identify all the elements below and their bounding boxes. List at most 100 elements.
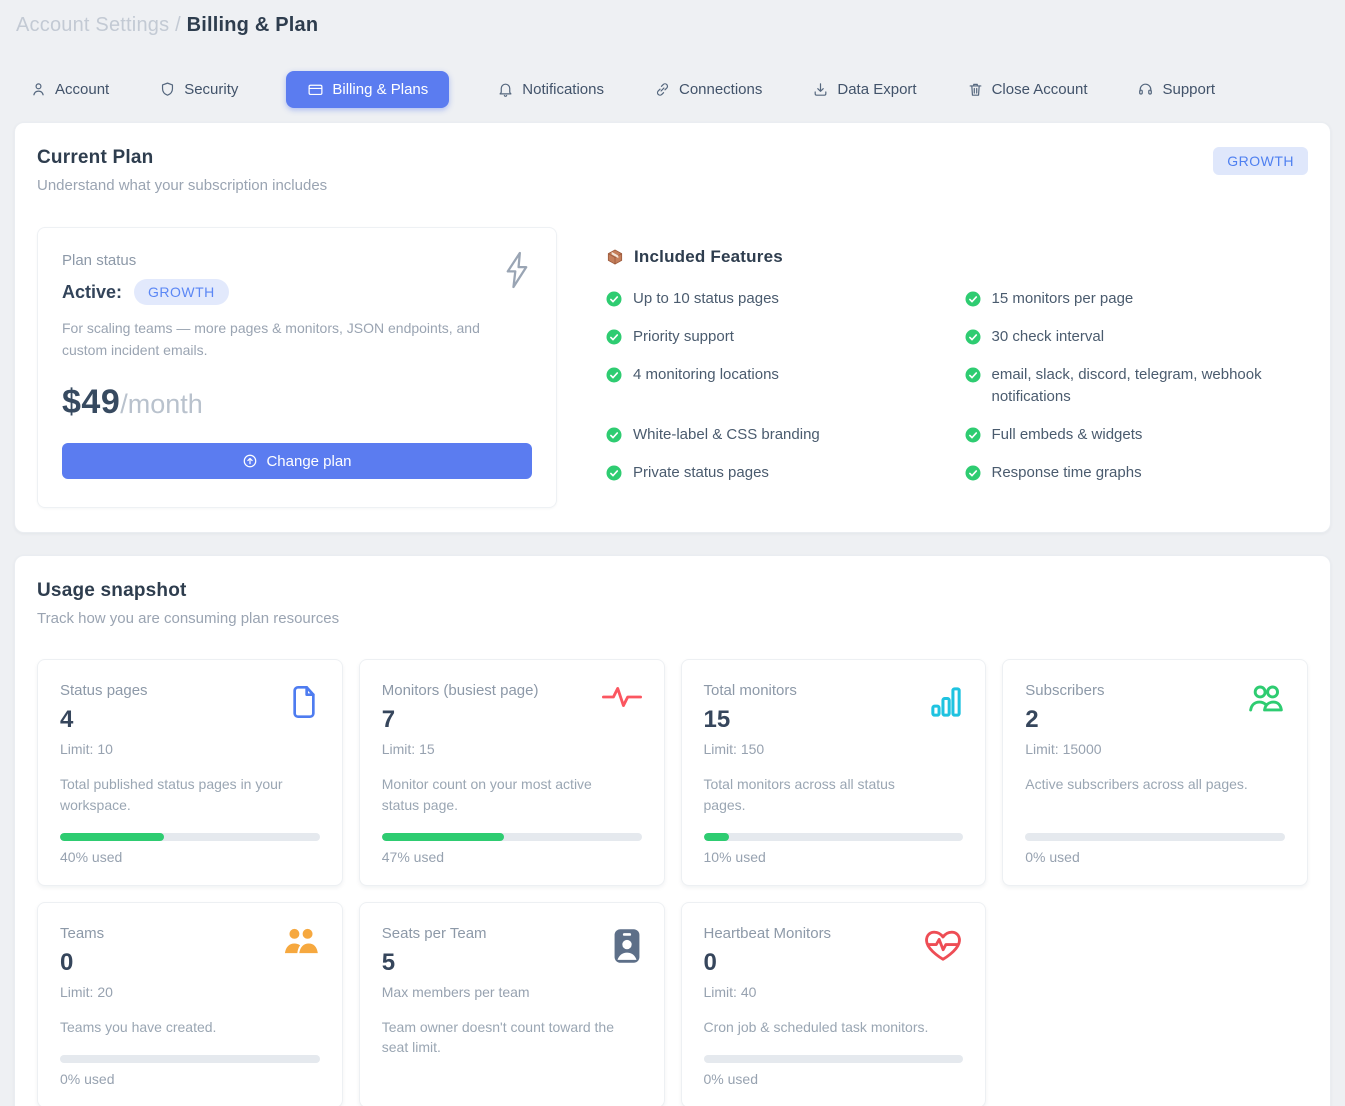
users-icon [1247,684,1285,714]
stat-value: 0 [60,948,74,976]
progress-track [60,832,320,841]
lightning-icon [500,250,534,295]
plan-name-pill: GROWTH [134,279,229,305]
stat-limit: Max members per team [381,983,530,1000]
credit-card-icon [308,84,323,96]
breadcrumb-section[interactable]: Account Settings [16,14,170,36]
check-circle-icon [606,427,622,443]
arrow-up-circle-icon [244,455,257,468]
feature-label: 30 check interval [991,328,1105,345]
usage-grid: Status pages 4 Limit: 10 Total published… [37,659,1308,1106]
stat-label: Status pages [60,682,148,700]
stat-value: 15 [703,706,731,734]
tab-connections[interactable]: Connections [652,71,764,108]
tab-label: Billing & Plans [332,81,429,98]
tab-close-account[interactable]: Close Account [965,71,1090,108]
check-circle-icon [965,291,980,307]
stat-card-total-monitors: Total monitors 15 Limit: 150 Total monit… [680,659,987,886]
tab-account[interactable]: Account [28,71,111,108]
shield-icon [162,82,174,96]
stat-label: Total monitors [703,682,797,700]
tab-data-export[interactable]: Data Export [810,71,918,108]
stat-label: Monitors (busiest page) [381,682,539,700]
tab-label: Notifications [522,81,604,98]
stat-limit: Limit: 40 [703,983,757,1000]
plan-status-value: Active: [62,281,123,302]
stat-label: Teams [60,924,105,942]
settings-tabbar: Account Security Billing & Plans Notific… [28,71,1331,108]
stat-value: 0 [703,948,717,976]
stat-value: 5 [381,948,396,976]
percent-used-label: 0% used [60,1071,115,1088]
stat-card-monitors-busiest: Monitors (busiest page) 7 Limit: 15 Moni… [358,659,665,886]
tab-label: Account [55,81,110,98]
progress-track [703,1055,964,1064]
progress-track [1025,832,1285,841]
feature-label: 15 monitors per page [991,290,1134,307]
plan-description: For scaling teams — more pages & monitor… [62,320,480,358]
tab-support[interactable]: Support [1135,71,1217,108]
price-amount: $49 [62,383,121,422]
feature-label: Priority support [633,328,734,345]
breadcrumb-separator: / [175,14,181,36]
download-icon [814,83,827,96]
feature-item: Priority support [605,326,950,348]
stat-label: Subscribers [1025,682,1105,700]
tab-label: Security [184,81,239,98]
percent-used-label: 0% used [1025,848,1080,865]
tab-billing-plans[interactable]: Billing & Plans [286,71,450,108]
progress-fill [703,832,730,841]
current-plan-subtitle: Understand what your subscription includ… [37,177,328,194]
feature-label: 4 monitoring locations [633,366,779,383]
usage-title: Usage snapshot [37,580,187,602]
plan-price: $49/month [62,383,532,422]
stat-description: Monitor count on your most active status… [381,776,592,813]
stat-card-heartbeat-monitors: Heartbeat Monitors 0 Limit: 40 Cron job … [680,901,987,1106]
tab-label: Close Account [991,81,1088,98]
feature-item: 30 check interval [964,326,1309,348]
tab-notifications[interactable]: Notifications [495,71,606,108]
feature-item: email, slack, discord, telegram, webhook… [964,364,1309,408]
link-icon [656,83,668,96]
feature-label: Full embeds & widgets [991,426,1143,443]
tab-label: Connections [678,81,763,98]
feature-item: Private status pages [605,462,950,484]
stat-limit: Limit: 10 [60,741,113,758]
stat-description: Total monitors across all status pages. [703,776,895,813]
stat-limit: Limit: 15000 [1025,741,1102,758]
page-title: Billing & Plan [186,14,319,36]
check-circle-icon [606,329,622,345]
tab-label: Support [1162,81,1216,98]
trash-icon [969,83,982,96]
feature-item: 15 monitors per page [964,288,1309,310]
progress-track [381,832,642,841]
stat-description: Teams you have created. [60,1018,217,1035]
id-badge-icon [612,927,642,965]
plan-tier-badge: GROWTH [1213,147,1308,175]
check-circle-icon [606,367,622,383]
progress-fill [381,832,504,841]
percent-used-label: 47% used [381,848,445,865]
current-plan-card: Current Plan Understand what your subscr… [14,122,1331,534]
headset-icon [1139,83,1153,95]
change-plan-label: Change plan [266,452,352,470]
stat-card-seats-per-team: Seats per Team 5 Max members per team Te… [358,901,665,1106]
stat-limit: Limit: 15 [381,741,435,758]
percent-used-label: 40% used [60,848,123,865]
progress-fill [60,832,164,841]
bar-chart-icon [929,684,963,720]
change-plan-button[interactable]: Change plan [62,443,532,480]
included-features: Included Features Up to 10 status pages … [605,227,1308,508]
plan-status-label: Plan status [62,252,137,269]
usage-snapshot-card: Usage snapshot Track how you are consumi… [14,555,1331,1106]
check-circle-icon [606,465,622,481]
check-circle-icon [965,465,980,481]
tab-security[interactable]: Security [157,71,240,108]
progress-track [703,832,964,841]
feature-label: Private status pages [633,464,769,481]
current-plan-title: Current Plan [37,147,154,168]
feature-label: Up to 10 status pages [633,290,779,307]
progress-track [60,1055,320,1064]
usage-subtitle: Track how you are consuming plan resourc… [37,610,340,628]
